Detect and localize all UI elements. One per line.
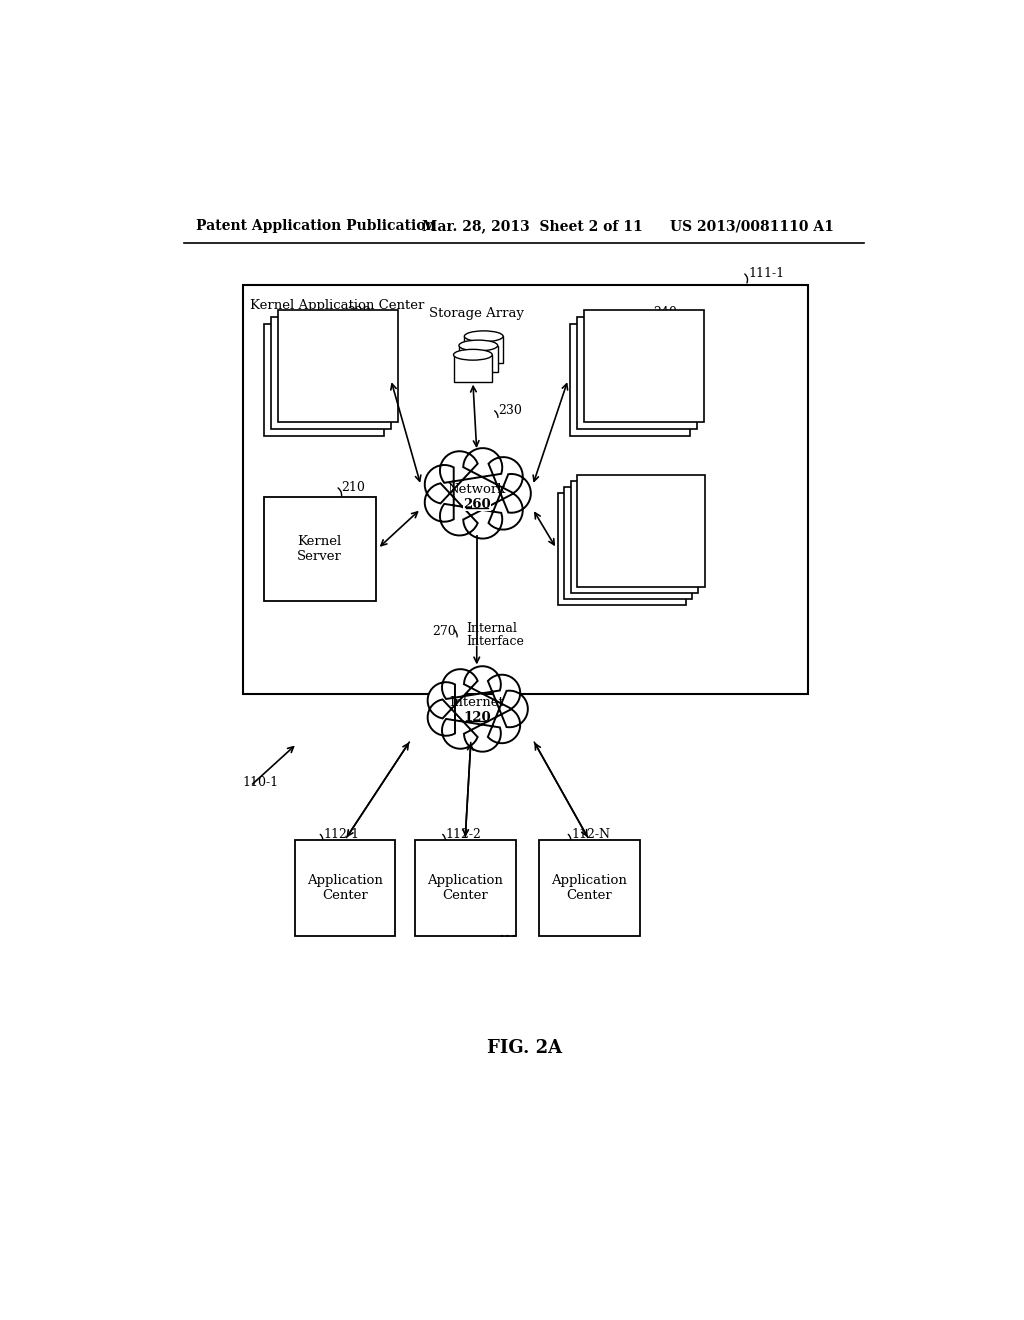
Text: Internal: Internal <box>466 622 517 635</box>
Text: Network: Network <box>447 483 506 496</box>
Bar <box>263 323 384 436</box>
Text: 210: 210 <box>341 482 365 495</box>
Polygon shape <box>425 449 530 539</box>
Text: 112-1: 112-1 <box>324 828 359 841</box>
Text: 240: 240 <box>653 306 677 319</box>
Text: Application
Center: Application Center <box>307 874 383 902</box>
Text: Processing
Server(s): Processing Server(s) <box>287 366 359 393</box>
Bar <box>569 323 690 436</box>
Polygon shape <box>428 667 527 751</box>
Bar <box>564 487 692 599</box>
Ellipse shape <box>464 331 503 342</box>
Text: Application
Center: Application Center <box>427 874 503 902</box>
Bar <box>278 310 397 422</box>
Text: Origin
Server(s): Origin Server(s) <box>598 366 660 393</box>
Text: Kernel
Server: Kernel Server <box>297 535 342 562</box>
Bar <box>295 840 395 936</box>
Text: 220: 220 <box>347 306 371 319</box>
Text: Interface: Interface <box>466 635 523 648</box>
Bar <box>454 355 493 381</box>
Bar <box>539 840 640 936</box>
Text: 270: 270 <box>432 626 456 639</box>
Bar <box>558 494 686 605</box>
Bar <box>584 310 703 422</box>
Bar <box>263 498 376 601</box>
Bar <box>415 840 515 936</box>
Ellipse shape <box>454 350 493 360</box>
Bar <box>570 480 698 593</box>
Text: 230: 230 <box>499 404 522 417</box>
Text: Mar. 28, 2013  Sheet 2 of 11: Mar. 28, 2013 Sheet 2 of 11 <box>423 219 643 234</box>
Text: Application
Center: Application Center <box>551 874 627 902</box>
Bar <box>243 285 809 693</box>
Text: 250: 250 <box>646 475 670 488</box>
Text: 110-1: 110-1 <box>243 776 279 788</box>
Text: Storage Array: Storage Array <box>429 308 524 321</box>
Text: Transcoding
Server(s): Transcoding Server(s) <box>580 535 664 562</box>
Bar <box>577 317 697 429</box>
Bar <box>459 346 498 372</box>
Text: 112-N: 112-N <box>571 828 610 841</box>
Text: FIG. 2A: FIG. 2A <box>487 1039 562 1057</box>
Text: 112-2: 112-2 <box>445 828 481 841</box>
Bar <box>577 475 705 586</box>
Text: 111-1: 111-1 <box>748 268 784 280</box>
Bar <box>464 337 503 363</box>
Text: 120: 120 <box>463 711 490 723</box>
Text: Kernel Application Center: Kernel Application Center <box>251 300 425 313</box>
Bar <box>270 317 391 429</box>
Ellipse shape <box>459 341 498 351</box>
Text: Internet: Internet <box>450 696 504 709</box>
Text: 260: 260 <box>463 498 490 511</box>
Text: Patent Application Publication: Patent Application Publication <box>197 219 436 234</box>
Text: US 2013/0081110 A1: US 2013/0081110 A1 <box>671 219 835 234</box>
Text: ...: ... <box>499 923 517 941</box>
